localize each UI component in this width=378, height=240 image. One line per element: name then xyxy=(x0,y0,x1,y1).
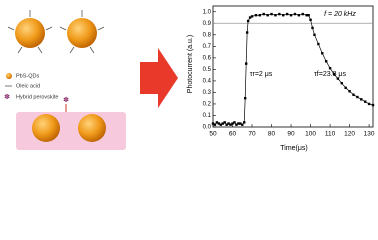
annotation: τr=2 μs xyxy=(250,71,273,78)
data-point xyxy=(233,121,236,124)
data-point xyxy=(307,14,310,17)
x-tick-label: 80 xyxy=(268,131,276,138)
data-point xyxy=(241,123,244,126)
perovskite-icon: ✽ xyxy=(63,96,69,104)
data-point xyxy=(309,18,312,22)
y-tick-label: 0.3 xyxy=(203,90,212,96)
data-point xyxy=(332,72,336,76)
data-point xyxy=(213,123,217,126)
data-point xyxy=(237,122,240,125)
data-point xyxy=(336,77,340,80)
x-axis-title: Time(μs) xyxy=(280,145,308,152)
data-point xyxy=(340,82,343,85)
y-tick-label: 0.7 xyxy=(203,44,212,50)
data-point xyxy=(344,86,347,90)
quantum-dot xyxy=(67,18,97,48)
data-point xyxy=(245,31,249,34)
process-arrow xyxy=(140,48,178,108)
annotation: τf=23.8 μs xyxy=(314,71,346,78)
data-point xyxy=(282,14,285,17)
data-point xyxy=(371,103,375,107)
data-point xyxy=(297,14,301,17)
data-point xyxy=(360,98,363,101)
data-point xyxy=(324,60,328,63)
legend-label: Hybrid perovskite xyxy=(16,94,59,100)
data-point xyxy=(223,121,226,124)
data-point xyxy=(211,122,215,125)
data-point xyxy=(262,12,265,16)
annotation: f = 20 kHz xyxy=(324,11,356,18)
x-tick-label: 70 xyxy=(248,131,256,138)
data-point xyxy=(215,121,219,124)
plot-frame xyxy=(212,5,374,128)
data-point xyxy=(356,95,359,99)
data-point xyxy=(363,100,367,103)
y-tick-label: 0.9 xyxy=(203,21,212,27)
quantum-dot xyxy=(15,18,45,48)
series-line xyxy=(212,13,374,126)
data-point xyxy=(250,15,254,18)
data-point xyxy=(278,12,281,16)
data-point xyxy=(243,96,247,100)
data-point xyxy=(246,19,250,23)
y-tick-label: 0.0 xyxy=(203,125,212,131)
y-tick-label: 0.4 xyxy=(203,78,212,84)
x-tick-label: 90 xyxy=(287,131,295,138)
data-point xyxy=(231,122,234,125)
data-point xyxy=(352,93,355,96)
x-tick-label: 110 xyxy=(325,131,336,138)
data-point xyxy=(321,52,324,55)
data-point xyxy=(248,16,252,19)
schematic: ✽ PbS-QDs Oleic acid Hybrid perovskite ✽ xyxy=(4,10,178,150)
y-axis-title: Photocurrent (a.u.) xyxy=(187,35,194,93)
legend-label: PbS-QDs xyxy=(16,73,39,79)
data-point xyxy=(219,123,223,126)
data-point xyxy=(328,67,332,70)
data-point xyxy=(221,122,224,125)
data-point xyxy=(305,14,308,17)
x-tick-label: 50 xyxy=(209,131,217,138)
x-tick-label: 100 xyxy=(305,131,316,138)
data-point xyxy=(254,14,258,17)
data-point xyxy=(239,122,242,125)
y-tick-label: 0.5 xyxy=(203,67,212,73)
legend-icon xyxy=(6,73,12,79)
y-tick-label: 0.1 xyxy=(203,113,212,119)
data-point xyxy=(235,123,238,126)
data-point xyxy=(367,102,371,106)
data-point xyxy=(348,90,351,93)
data-point xyxy=(225,123,228,126)
quantum-dot xyxy=(78,114,106,142)
legend-label: Oleic acid xyxy=(16,83,40,89)
y-tick-label: 0.6 xyxy=(203,55,212,61)
data-point xyxy=(293,12,297,16)
data-point xyxy=(317,42,320,46)
y-tick-label: 1.0 xyxy=(203,9,212,15)
data-point xyxy=(289,14,293,17)
data-point xyxy=(243,121,246,124)
x-tick-label: 60 xyxy=(229,131,237,138)
quantum-dot xyxy=(32,114,60,142)
data-point xyxy=(258,14,262,17)
data-point xyxy=(244,62,248,65)
figure: ✽ PbS-QDs Oleic acid Hybrid perovskite ✽… xyxy=(4,5,375,152)
x-tick-label: 130 xyxy=(364,131,375,138)
data-point xyxy=(229,123,232,126)
y-tick-label: 0.2 xyxy=(203,102,212,108)
data-point xyxy=(311,26,314,30)
data-point xyxy=(217,122,221,125)
data-point xyxy=(270,12,273,16)
data-point xyxy=(285,12,289,16)
data-point xyxy=(266,14,269,17)
legend-icon: ✽ xyxy=(4,93,10,101)
data-point xyxy=(274,14,277,17)
chart: Photocurrent (a.u.) Time(μs) f = 20 kHz … xyxy=(187,5,375,152)
data-point xyxy=(301,12,304,16)
data-point xyxy=(313,33,316,37)
data-point xyxy=(227,122,230,125)
y-tick-label: 0.8 xyxy=(203,32,212,38)
x-tick-label: 120 xyxy=(344,131,355,138)
